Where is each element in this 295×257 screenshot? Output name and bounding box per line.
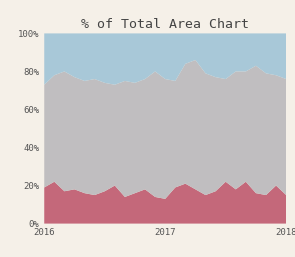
Title: % of Total Area Chart: % of Total Area Chart: [81, 18, 249, 31]
